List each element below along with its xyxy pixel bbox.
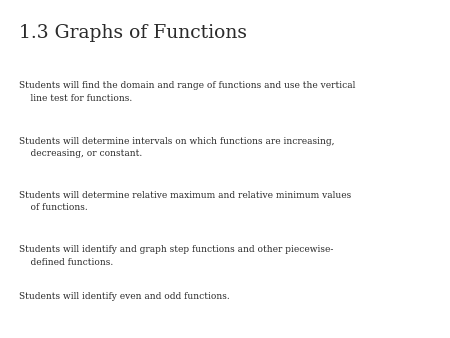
Text: Students will find the domain and range of functions and use the vertical
    li: Students will find the domain and range …: [19, 81, 356, 103]
Text: Students will determine intervals on which functions are increasing,
    decreas: Students will determine intervals on whi…: [19, 137, 334, 159]
Text: Students will identify and graph step functions and other piecewise-
    defined: Students will identify and graph step fu…: [19, 245, 333, 267]
Text: 1.3 Graphs of Functions: 1.3 Graphs of Functions: [19, 24, 247, 42]
Text: Students will determine relative maximum and relative minimum values
    of func: Students will determine relative maximum…: [19, 191, 351, 213]
Text: Students will identify even and odd functions.: Students will identify even and odd func…: [19, 292, 230, 301]
